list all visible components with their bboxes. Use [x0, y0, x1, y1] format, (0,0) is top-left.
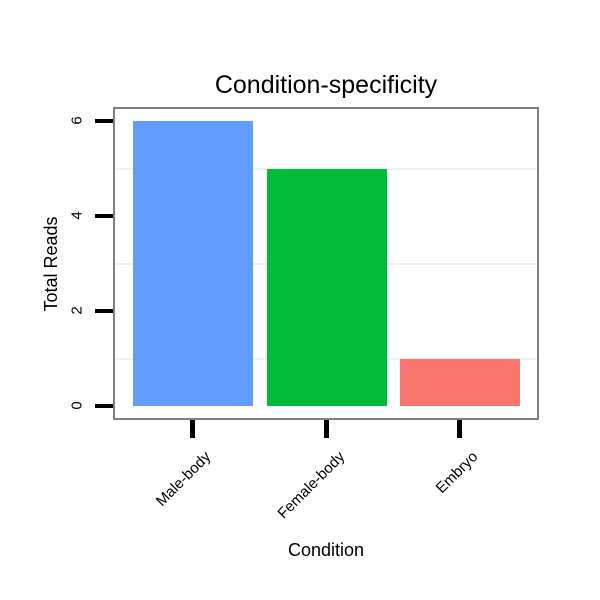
chart-title: Condition-specificity	[214, 71, 438, 99]
y-tick-6	[95, 119, 113, 123]
y-tick-label-2: 2	[68, 306, 86, 315]
bar-embryo	[400, 358, 520, 406]
bar-female-body	[267, 168, 387, 406]
x-tick-label-male-body: Male-body	[152, 448, 215, 510]
y-tick-4	[95, 214, 113, 218]
x-tick-male-body	[190, 420, 195, 438]
y-tick-0	[95, 404, 113, 408]
x-tick-female-body	[324, 420, 329, 438]
plot-panel	[113, 107, 539, 420]
x-axis-title: Condition	[287, 540, 365, 560]
bar-male-body	[133, 121, 253, 406]
y-tick-label-4: 4	[68, 211, 86, 220]
y-tick-2	[95, 309, 113, 313]
y-axis-title: Total Reads	[41, 216, 61, 312]
x-tick-embryo	[457, 420, 462, 438]
y-tick-label-0: 0	[68, 401, 86, 410]
y-tick-label-6: 6	[68, 116, 86, 125]
